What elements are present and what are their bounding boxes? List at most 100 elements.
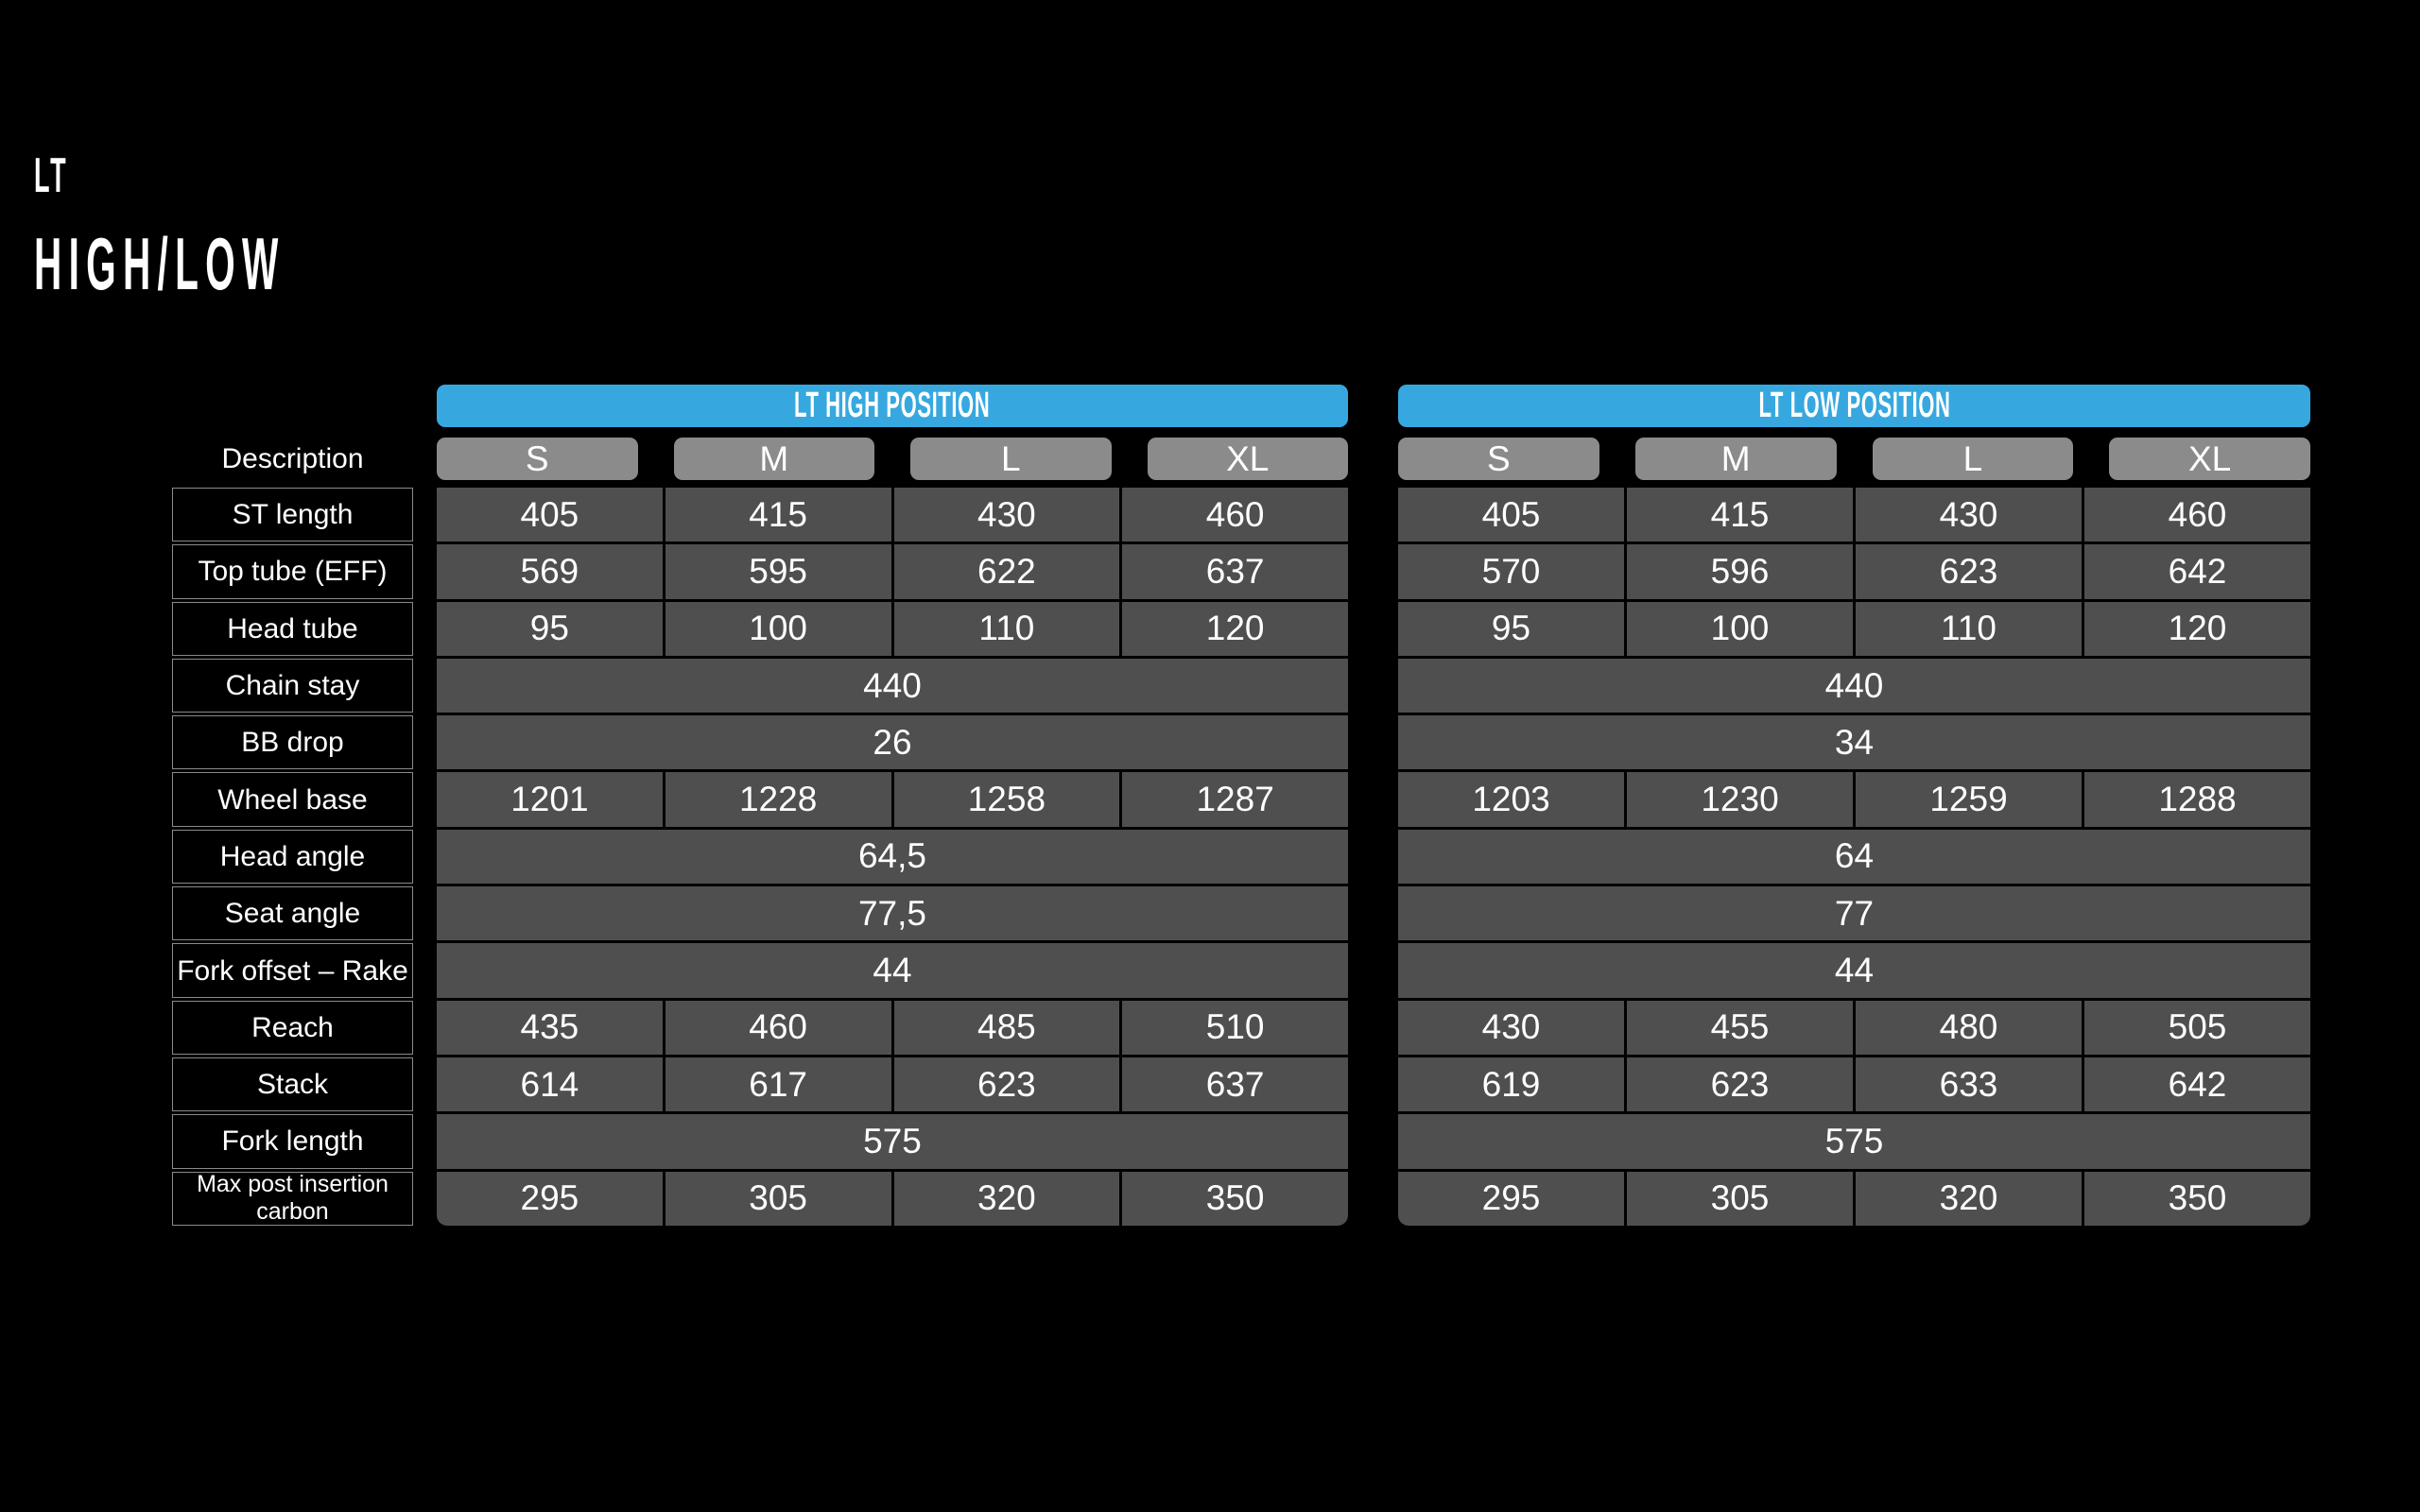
geometry-value: 619 [1398,1057,1624,1112]
geometry-value: 1259 [1856,772,2082,827]
geometry-value: 1228 [665,772,891,827]
geometry-value-merged: 575 [1398,1114,2310,1169]
geometry-value: 435 [437,1000,663,1055]
size-pill-m: M [1634,438,1837,480]
geometry-value-merged: 77 [1398,886,2310,941]
geometry-value-merged: 64 [1398,829,2310,885]
row-label: Fork length [172,1114,413,1169]
geometry-value-merged: 77,5 [437,886,1348,941]
geometry-value: 295 [437,1171,663,1226]
geometry-value-merged: 440 [1398,658,2310,713]
row-label: Seat angle [172,886,413,941]
geometry-value: 100 [665,601,891,656]
geometry-value: 480 [1856,1000,2082,1055]
geometry-value: 415 [1627,488,1853,542]
title-variant: HIGH/LOW [34,222,285,305]
size-pill-xl: XL [1147,438,1348,480]
row-label: Reach [172,1000,413,1055]
row-label: Fork offset – Rake [172,943,413,998]
geometry-value: 570 [1398,544,1624,599]
geometry-value: 320 [893,1171,1120,1226]
geometry-value: 430 [1398,1000,1624,1055]
size-pill-s: S [1398,438,1599,480]
geometry-value: 405 [1398,488,1624,542]
size-pill-s: S [437,438,638,480]
geometry-value: 405 [437,488,663,542]
row-label: Wheel base [172,772,413,827]
row-label: Top tube (EFF) [172,544,413,599]
table-high-position: LT HIGH POSITION S M L XL 405 415 430 460 569 59… [437,385,1348,1226]
description-label: Description [221,442,364,474]
geometry-value: 642 [2084,544,2310,599]
geometry-value-merged: 26 [437,715,1348,770]
geometry-value: 350 [1122,1171,1348,1226]
size-header-row: S M L XL [1398,438,2310,480]
geometry-value: 1203 [1398,772,1624,827]
page-title: LT HIGH/LOW [34,151,517,301]
high-position-header: LT HIGH POSITION [437,385,1348,427]
geometry-value: 637 [1122,1057,1348,1112]
geometry-value: 1287 [1122,772,1348,827]
geometry-value-merged: 64,5 [437,829,1348,885]
geometry-value: 623 [893,1057,1120,1112]
geometry-value-merged: 575 [437,1114,1348,1169]
size-pill-m: M [673,438,874,480]
size-pill-l: L [1872,438,2074,480]
geometry-value-merged: 44 [437,943,1348,998]
geometry-value: 595 [665,544,891,599]
row-label: ST length [172,488,413,542]
geometry-value: 510 [1122,1000,1348,1055]
geometry-value: 120 [2084,601,2310,656]
geometry-value: 430 [893,488,1120,542]
geometry-value: 295 [1398,1171,1624,1226]
geometry-value: 505 [2084,1000,2310,1055]
geometry-value: 110 [893,601,1120,656]
low-position-header: LT LOW POSITION [1398,385,2310,427]
high-position-header-label: LT HIGH POSITION [794,386,991,425]
geometry-grid: 405 415 430 460 569 595 622 637 95 100 110 120 440 26… [437,488,1348,1226]
geometry-value-merged: 44 [1398,943,2310,998]
geometry-value: 633 [1856,1057,2082,1112]
row-label: Stack [172,1057,413,1112]
geometry-value: 305 [665,1171,891,1226]
geometry-value: 350 [2084,1171,2310,1226]
geometry-value: 637 [1122,544,1348,599]
row-label: Head angle [172,829,413,885]
size-pill-xl: XL [2109,438,2310,480]
geometry-value: 1258 [893,772,1120,827]
geometry-value: 100 [1627,601,1853,656]
geometry-value: 95 [1398,601,1624,656]
row-label: Head tube [172,601,413,656]
geometry-value: 617 [665,1057,891,1112]
row-label: BB drop [172,715,413,770]
geometry-value: 1230 [1627,772,1853,827]
low-position-header-label: LT LOW POSITION [1758,386,1950,425]
geometry-grid: 405 415 430 460 570 596 623 642 95 100 110 120 440 34… [1398,488,2310,1226]
geometry-value: 455 [1627,1000,1853,1055]
geometry-value: 1288 [2084,772,2310,827]
geometry-value: 430 [1856,488,2082,542]
geometry-value: 622 [893,544,1120,599]
row-label: Chain stay [172,658,413,713]
geometry-value: 485 [893,1000,1120,1055]
row-label: Max post insertion carbon [172,1171,413,1226]
geometry-value: 460 [665,1000,891,1055]
geometry-value: 596 [1627,544,1853,599]
geometry-value: 614 [437,1057,663,1112]
geometry-value: 642 [2084,1057,2310,1112]
geometry-value: 305 [1627,1171,1853,1226]
geometry-value: 460 [2084,488,2310,542]
geometry-value: 460 [1122,488,1348,542]
geometry-value: 623 [1856,544,2082,599]
geometry-value: 415 [665,488,891,542]
size-header-row: S M L XL [437,438,1348,480]
geometry-value: 1201 [437,772,663,827]
geometry-value: 110 [1856,601,2082,656]
geometry-value: 95 [437,601,663,656]
size-pill-l: L [910,438,1112,480]
geometry-value: 569 [437,544,663,599]
row-label-column: ST length Top tube (EFF) Head tube Chain st… [172,488,413,1226]
geometry-value: 120 [1122,601,1348,656]
geometry-value: 320 [1856,1171,2082,1226]
